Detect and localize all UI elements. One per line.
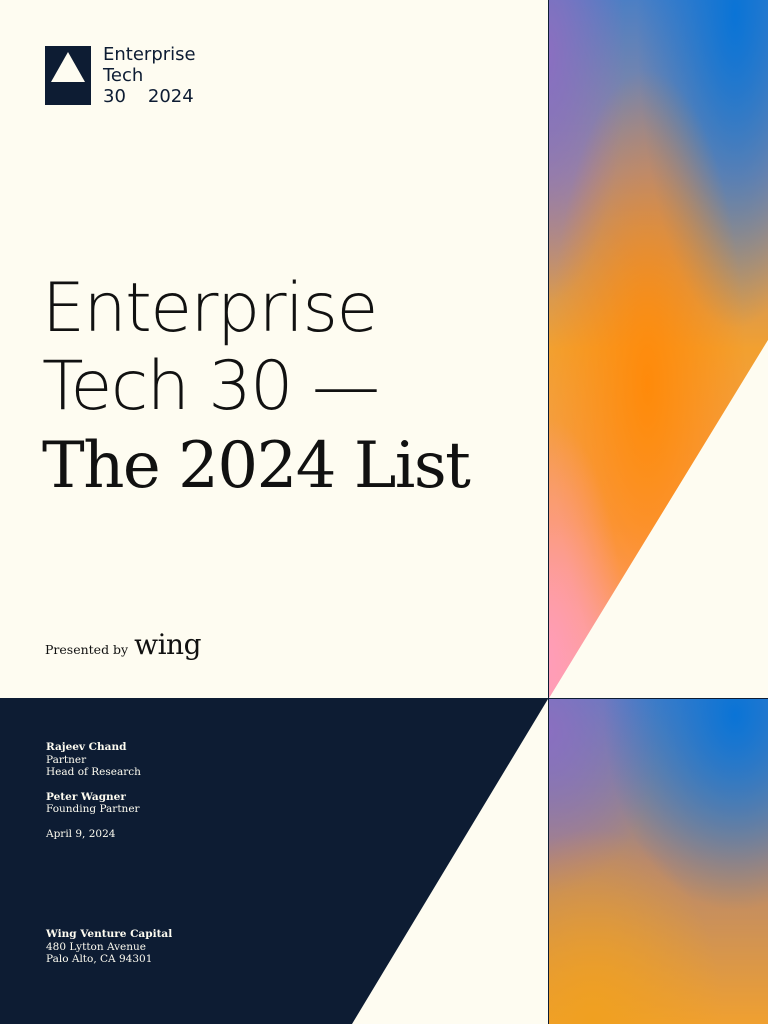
presented-by-label: Presented by <box>45 642 129 657</box>
author-name: Rajeev Chand <box>46 741 127 753</box>
navy-panel <box>0 699 548 1024</box>
vertical-divider <box>548 0 549 1024</box>
author-2: Peter Wagner Founding Partner <box>46 791 141 816</box>
triangle-logo-icon <box>45 46 91 105</box>
horizontal-divider <box>0 698 768 699</box>
gradient-panel-top <box>549 0 768 698</box>
author-role: Partner <box>46 753 87 766</box>
presented-by: Presented by wing <box>45 628 201 661</box>
company-address: Wing Venture Capital 480 Lytton Avenue P… <box>46 928 172 966</box>
wing-logo: wing <box>134 628 201 661</box>
author-name: Peter Wagner <box>46 790 126 803</box>
logo-number: 30 <box>103 86 126 107</box>
report-date: April 9, 2024 <box>46 827 116 840</box>
title-line-3: The 2024 List <box>42 429 471 503</box>
author-role: Founding Partner <box>46 803 140 815</box>
company-city: Palo Alto, CA 94301 <box>46 953 153 965</box>
logo-year: 2024 <box>147 86 194 107</box>
company-name: Wing Venture Capital <box>46 928 173 940</box>
author-1: Rajeev Chand Partner Head of Research <box>46 741 141 779</box>
logo-line-2: Tech <box>103 65 144 86</box>
logo-line-1: Enterprise <box>103 44 196 65</box>
company-street: 480 Lytton Avenue <box>46 940 147 953</box>
author-role: Head of Research <box>46 766 141 778</box>
title-line-1: Enterprise <box>42 269 378 348</box>
authors-block: Rajeev Chand Partner Head of Research Pe… <box>46 741 141 852</box>
gradient-panel-bottom <box>549 699 768 1024</box>
page-title: Enterprise Tech 30 — The 2024 List <box>42 269 471 506</box>
enterprise-tech-logo: Enterprise Tech 30 2024 <box>45 44 196 107</box>
title-line-2: Tech 30 — <box>42 347 380 426</box>
